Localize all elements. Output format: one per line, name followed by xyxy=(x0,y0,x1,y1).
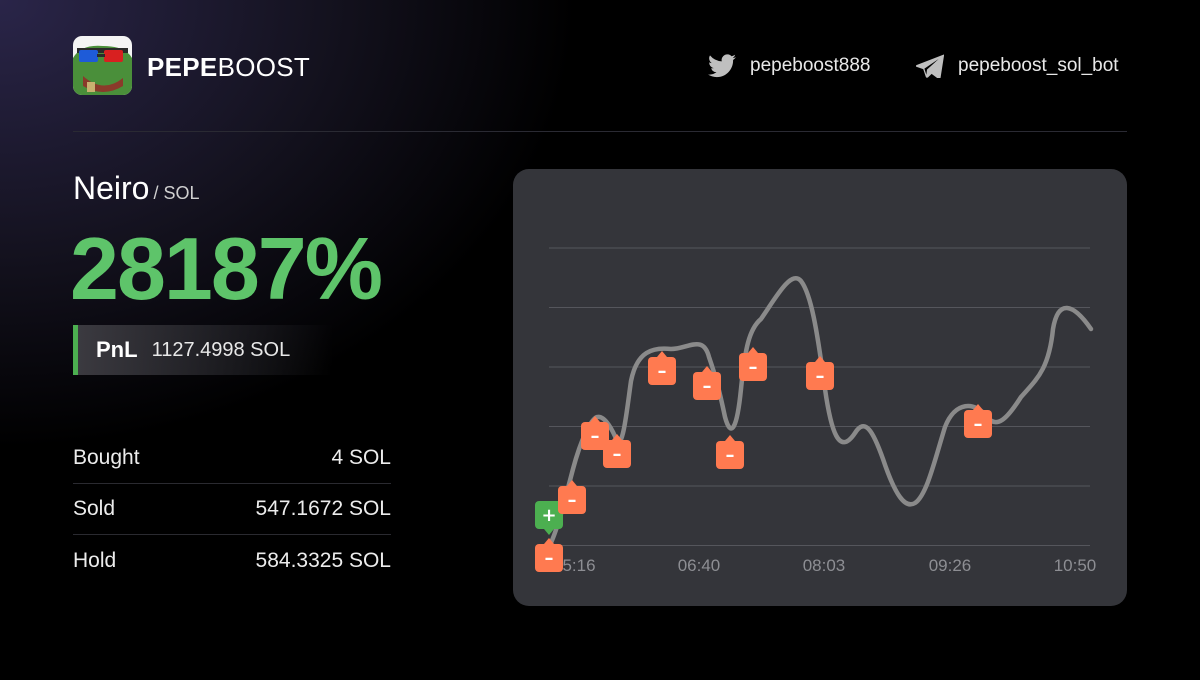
svg-text:–: – xyxy=(974,414,983,435)
svg-text:–: – xyxy=(613,444,622,465)
svg-text:+: + xyxy=(541,505,556,526)
svg-text:–: – xyxy=(545,548,554,569)
sell-marker: – xyxy=(806,356,834,390)
x-tick-label: 10:50 xyxy=(1054,556,1097,575)
header-divider xyxy=(73,131,1127,132)
sell-marker: – xyxy=(693,366,721,400)
token-pair: Neiro / SOL xyxy=(73,170,200,207)
trade-markers: +–––––––– –– xyxy=(535,347,992,572)
sell-marker: – xyxy=(739,347,767,381)
telegram-link[interactable]: pepeboost_sol_bot xyxy=(916,54,1119,78)
sell-marker: – xyxy=(603,434,631,468)
pnl-value: 1127.4998 SOL xyxy=(151,338,291,361)
svg-text:–: – xyxy=(749,357,758,378)
twitter-handle: pepeboost888 xyxy=(750,55,871,76)
stat-value: 547.1672 SOL xyxy=(255,497,391,520)
header: PEPEBOOST pepeboost888 pepeboost_sol_bot xyxy=(73,36,1127,96)
stat-label: Sold xyxy=(73,497,116,520)
svg-text:–: – xyxy=(591,426,600,447)
quote-currency: / SOL xyxy=(153,183,200,203)
svg-text:–: – xyxy=(726,445,735,466)
stat-value: 4 SOL xyxy=(331,446,391,469)
sell-marker: – xyxy=(535,538,563,572)
price-line xyxy=(546,276,1094,550)
token-name: Neiro xyxy=(73,170,150,206)
price-chart-card: 5:16 06:40 08:03 09:26 10:50 + – – – – – – – – – – xyxy=(513,169,1127,606)
pnl-badge: PnL 1127.4998 SOL xyxy=(73,325,333,375)
pepe-logo xyxy=(73,36,132,95)
svg-text:–: – xyxy=(703,376,712,397)
x-tick-label: 5:16 xyxy=(562,556,595,575)
svg-text:–: – xyxy=(658,361,667,382)
x-tick-label: 09:26 xyxy=(929,556,972,575)
buy-marker: + xyxy=(535,501,563,535)
sell-marker: – xyxy=(558,480,586,514)
price-chart: 5:16 06:40 08:03 09:26 10:50 +–––––––– –– xyxy=(535,247,1096,575)
sell-marker: – xyxy=(648,351,676,385)
x-axis-ticks: 5:16 06:40 08:03 09:26 10:50 xyxy=(562,556,1096,575)
stat-row-hold: Hold 584.3325 SOL xyxy=(73,535,391,586)
stat-row-sold: Sold 547.1672 SOL xyxy=(73,484,391,535)
svg-text:–: – xyxy=(568,490,577,511)
stat-label: Hold xyxy=(73,548,117,572)
stats-table: Bought 4 SOL Sold 547.1672 SOL Hold 584.… xyxy=(73,433,391,586)
x-tick-label: 08:03 xyxy=(803,556,846,575)
pnl-label: PnL xyxy=(96,337,138,362)
sell-marker: – xyxy=(716,435,744,469)
stat-value: 584.3325 SOL xyxy=(255,548,391,572)
stat-label: Bought xyxy=(73,446,140,469)
stat-row-bought: Bought 4 SOL xyxy=(73,433,391,484)
twitter-link[interactable]: pepeboost888 xyxy=(708,54,870,78)
chart-grid xyxy=(549,247,1090,546)
sell-marker: – xyxy=(964,404,992,438)
sell-marker: – xyxy=(581,416,609,450)
x-tick-label: 06:40 xyxy=(678,556,721,575)
twitter-icon xyxy=(708,54,736,78)
svg-text:–: – xyxy=(816,366,825,387)
telegram-icon xyxy=(916,54,944,78)
pnl-percent: 28187% xyxy=(70,219,383,318)
brand-name: PEPEBOOST xyxy=(147,52,311,82)
telegram-handle: pepeboost_sol_bot xyxy=(958,55,1119,76)
